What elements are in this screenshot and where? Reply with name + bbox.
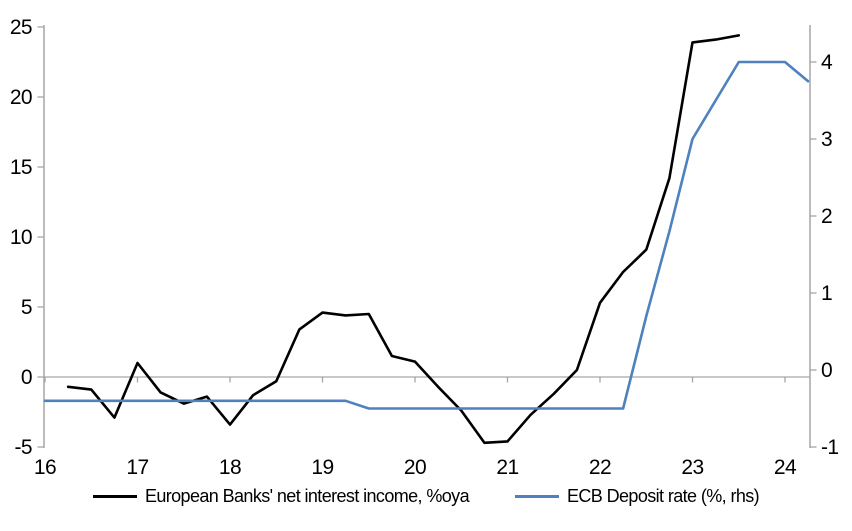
- legend-label-net-interest-income: European Banks' net interest income, %oy…: [144, 486, 470, 506]
- black-line-swatch-icon: [92, 495, 137, 498]
- x-axis-label: 24: [774, 456, 797, 479]
- x-axis-label: 21: [496, 456, 518, 479]
- left-axis-tick-label: 25: [10, 16, 32, 39]
- left-axis-tick-label: 10: [10, 226, 32, 249]
- left-axis-tick-label: 15: [10, 156, 32, 179]
- legend-item-ecb-deposit-rate: ECB Deposit rate (%, rhs): [514, 486, 760, 507]
- right-axis-tick-label: 0: [821, 359, 832, 382]
- left-axis-tick-label: 20: [10, 86, 32, 109]
- x-axis-label: 18: [219, 456, 241, 479]
- left-axis-tick-label: 5: [21, 296, 32, 319]
- right-axis-tick-label: 3: [821, 128, 832, 151]
- legend-item-net-interest-income: European Banks' net interest income, %oy…: [92, 486, 470, 507]
- right-axis-tick-label: -1: [821, 436, 838, 459]
- right-axis-tick-label: 4: [821, 51, 833, 74]
- legend-label-ecb-deposit-rate: ECB Deposit rate (%, rhs): [566, 486, 760, 506]
- x-axis-label: 17: [126, 456, 148, 479]
- right-axis-tick-label: 1: [821, 282, 832, 305]
- x-axis-label: 22: [589, 456, 611, 479]
- net-interest-income-line: [66, 34, 741, 445]
- ecb-deposit-rate-line: [43, 60, 810, 410]
- left-axis-tick-label: 0: [21, 366, 32, 389]
- blue-line-swatch-icon: [514, 495, 559, 498]
- left-axis-tick-label: -5: [15, 436, 32, 459]
- right-axis-tick-label: 2: [821, 205, 832, 228]
- x-axis-label: 19: [311, 456, 333, 479]
- x-axis-label: 20: [404, 456, 426, 479]
- x-axis-label: 23: [681, 456, 703, 479]
- x-axis-label: 16: [34, 456, 56, 479]
- chart-legend: European Banks' net interest income, %oy…: [0, 486, 852, 507]
